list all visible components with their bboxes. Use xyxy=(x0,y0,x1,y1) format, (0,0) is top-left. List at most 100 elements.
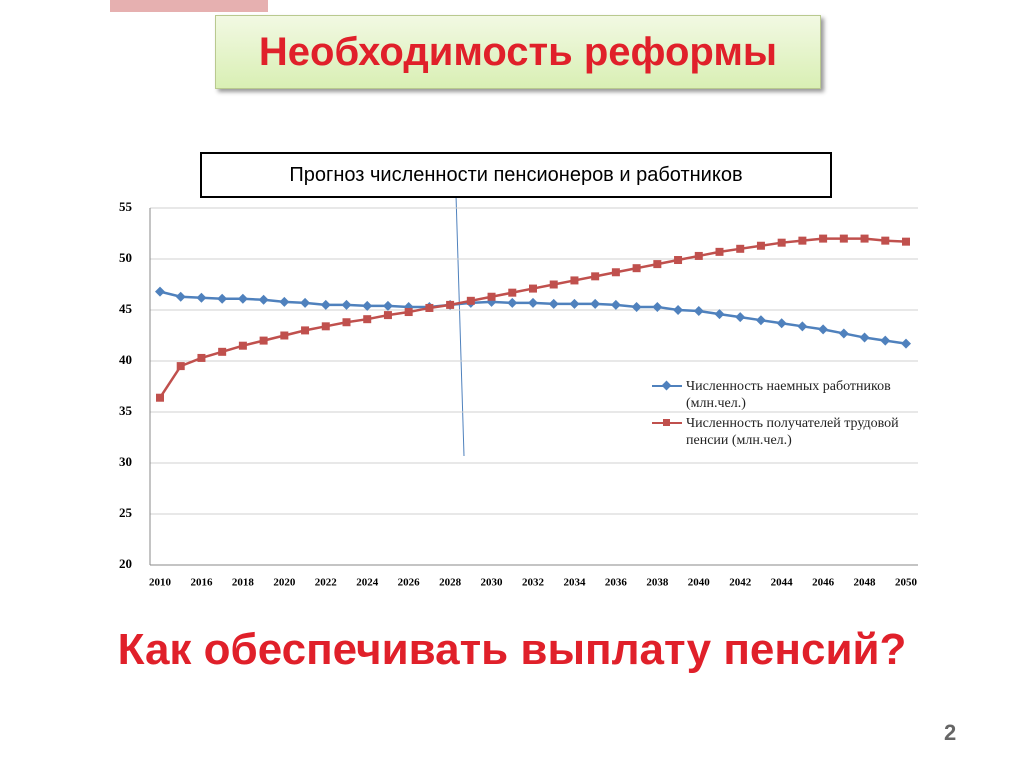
marker xyxy=(279,296,290,307)
marker xyxy=(631,301,642,312)
x-tick-label: 2024 xyxy=(356,577,379,589)
marker xyxy=(818,324,829,335)
marker xyxy=(673,305,684,315)
marker xyxy=(901,338,911,349)
y-tick-label: 55 xyxy=(119,199,133,214)
marker xyxy=(611,268,620,277)
marker xyxy=(777,238,786,247)
marker xyxy=(819,234,828,243)
marker xyxy=(652,301,663,312)
legend-marker xyxy=(663,419,670,426)
marker xyxy=(217,293,228,304)
marker xyxy=(839,234,848,243)
marker xyxy=(735,312,746,323)
marker xyxy=(881,236,890,245)
x-tick-label: 2036 xyxy=(605,577,628,589)
x-tick-label: 2026 xyxy=(398,577,421,589)
marker xyxy=(259,336,268,345)
marker xyxy=(382,300,393,311)
marker xyxy=(880,335,891,346)
marker xyxy=(548,298,559,309)
x-tick-label: 2032 xyxy=(522,577,545,589)
marker xyxy=(507,297,518,308)
marker xyxy=(383,311,392,320)
series-line xyxy=(158,237,907,399)
marker xyxy=(610,299,621,310)
marker xyxy=(155,286,165,297)
x-tick-label: 2044 xyxy=(771,577,794,589)
marker xyxy=(755,315,766,326)
marker xyxy=(238,341,247,350)
y-tick-label: 50 xyxy=(119,250,132,265)
x-tick-label: 2028 xyxy=(439,577,462,589)
marker xyxy=(529,284,537,293)
marker xyxy=(632,264,641,273)
legend: Численность наемных работников (млн.чел.… xyxy=(652,378,922,452)
legend-item: Численность получателей трудовой пенсии … xyxy=(652,415,922,449)
question: Как обеспечивать выплату пенсий? xyxy=(117,625,907,674)
marker xyxy=(736,244,745,253)
annotation-line xyxy=(455,194,465,457)
marker xyxy=(280,331,289,340)
x-tick-label: 2046 xyxy=(812,577,835,589)
y-tick-label: 45 xyxy=(119,301,133,316)
marker xyxy=(320,299,331,310)
x-tick-label: 2048 xyxy=(854,577,877,589)
marker xyxy=(591,272,600,281)
marker xyxy=(218,347,227,356)
marker xyxy=(176,362,185,371)
marker xyxy=(528,297,538,308)
marker xyxy=(197,353,206,362)
marker xyxy=(860,234,869,243)
marker xyxy=(590,298,601,309)
marker xyxy=(425,303,434,312)
y-tick-label: 25 xyxy=(119,505,133,520)
marker xyxy=(569,298,580,309)
x-tick-label: 2020 xyxy=(273,577,296,589)
marker xyxy=(237,293,248,304)
marker xyxy=(859,332,870,343)
marker xyxy=(714,309,725,320)
legend-label: Численность получателей трудовой пенсии … xyxy=(686,416,899,448)
marker xyxy=(156,393,164,402)
marker xyxy=(570,276,579,285)
marker xyxy=(301,326,310,335)
x-tick-label: 2016 xyxy=(190,577,213,589)
x-tick-label: 2034 xyxy=(563,577,586,589)
legend-label: Численность наемных работников (млн.чел.… xyxy=(686,379,891,411)
x-tick-label: 2018 xyxy=(232,577,255,589)
marker xyxy=(798,236,807,245)
marker xyxy=(694,251,703,260)
page-number: 2 xyxy=(944,720,957,745)
x-tick-label: 2022 xyxy=(315,577,338,589)
marker xyxy=(446,300,455,309)
x-tick-label: 2042 xyxy=(729,577,752,589)
slide-title: Необходимость реформы xyxy=(215,15,821,89)
y-tick-label: 20 xyxy=(119,556,132,571)
marker xyxy=(466,296,475,305)
y-tick-label: 30 xyxy=(119,454,132,469)
marker xyxy=(693,306,704,317)
marker xyxy=(196,292,207,303)
marker xyxy=(653,260,662,269)
top-bar xyxy=(110,0,268,12)
marker xyxy=(715,247,724,256)
marker xyxy=(838,328,849,339)
marker xyxy=(321,322,330,331)
marker xyxy=(902,237,910,246)
marker xyxy=(797,321,808,332)
x-tick-label: 2030 xyxy=(481,577,504,589)
x-tick-label: 2040 xyxy=(688,577,711,589)
legend-item: Численность наемных работников (млн.чел.… xyxy=(652,378,922,412)
marker xyxy=(362,300,373,311)
marker xyxy=(342,318,351,327)
marker xyxy=(175,291,186,302)
marker xyxy=(341,299,352,310)
marker xyxy=(404,308,413,317)
marker xyxy=(258,294,269,305)
chart-title: Прогноз численности пенсионеров и работн… xyxy=(200,152,832,198)
x-tick-label: 2038 xyxy=(646,577,669,589)
y-tick-label: 35 xyxy=(119,403,133,418)
